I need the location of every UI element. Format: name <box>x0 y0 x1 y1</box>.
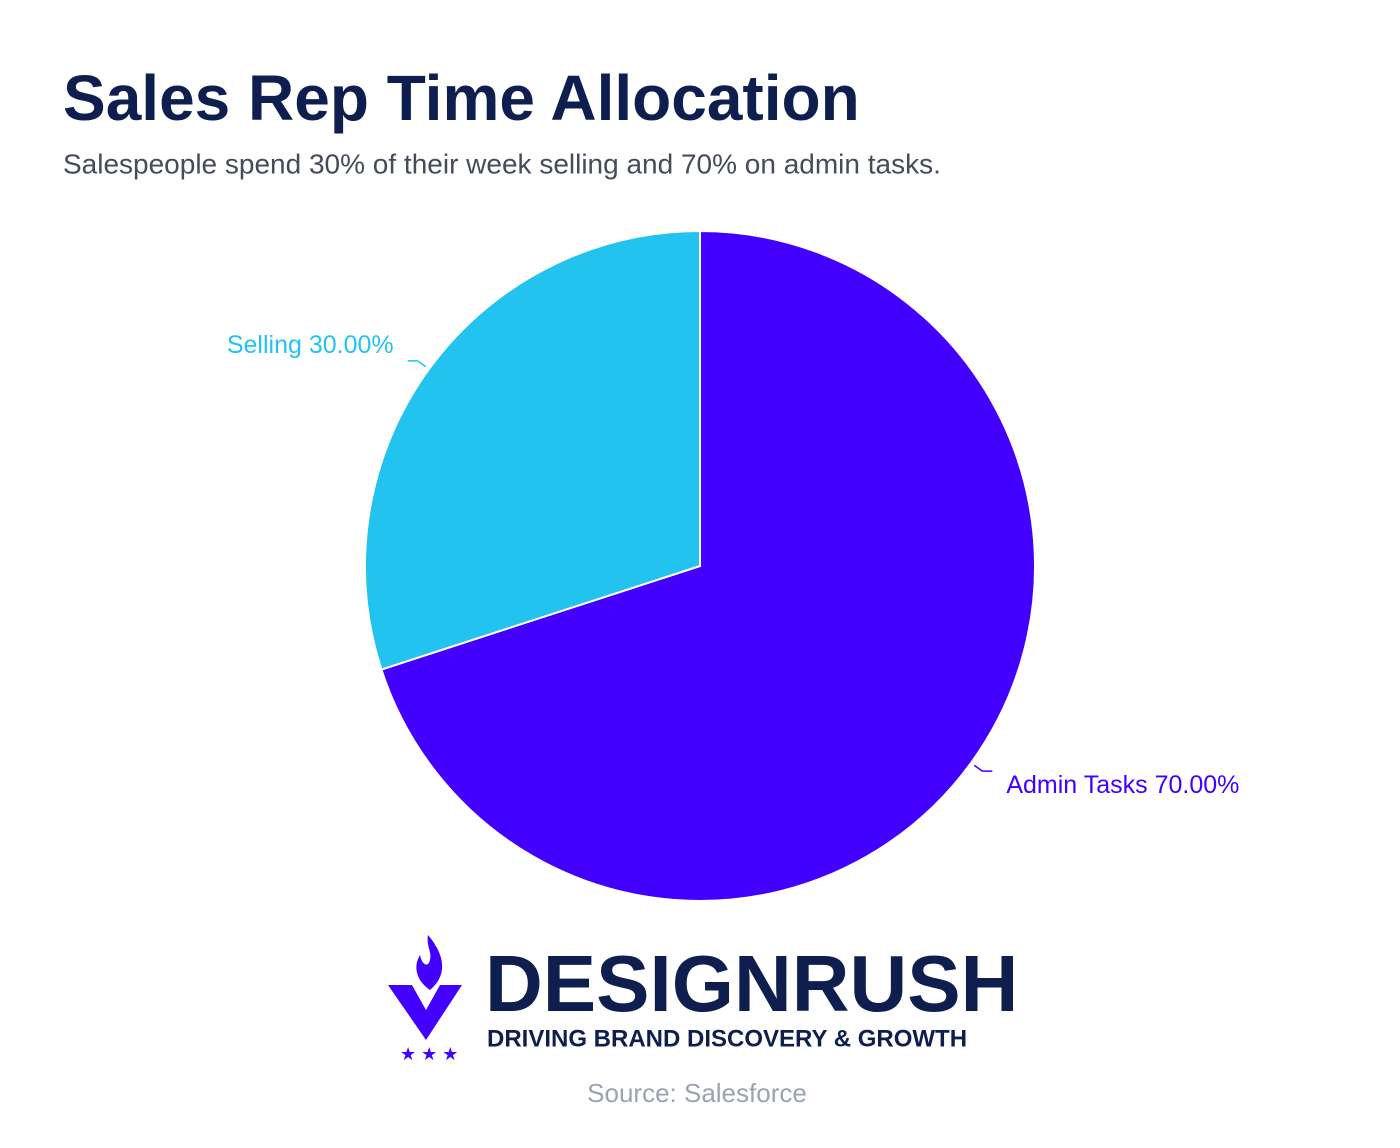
leader-line <box>407 360 427 368</box>
brand-name: DESIGNRUSH <box>485 939 1018 1028</box>
value-label: 70.00% <box>1155 771 1240 799</box>
value-label: 30.00% <box>309 330 394 358</box>
category-label: Selling <box>227 330 302 358</box>
leader-line <box>973 764 993 772</box>
data-label: Selling 30.00% <box>227 330 394 358</box>
chart-title: Sales Rep Time Allocation <box>63 62 860 134</box>
brand-tagline: DRIVING BRAND DISCOVERY & GROWTH <box>487 1025 967 1052</box>
pie-slice <box>364 229 701 671</box>
logo-icon: ★ ★ ★ <box>388 935 462 1064</box>
chart-subtitle: Salespeople spend 30% of their week sell… <box>63 148 941 179</box>
source: Source: Salesforce <box>587 1078 807 1108</box>
pie-slice <box>380 229 1036 902</box>
category-label: Admin Tasks <box>1006 771 1147 799</box>
logo-stars: ★ ★ ★ <box>400 1044 458 1064</box>
data-label: Admin Tasks 70.00% <box>1006 771 1239 799</box>
